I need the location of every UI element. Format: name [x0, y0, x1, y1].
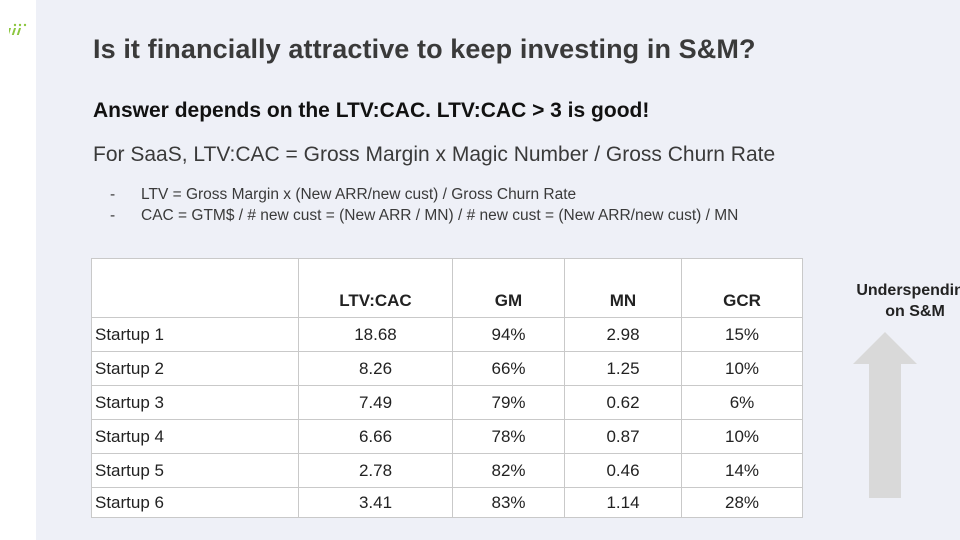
cell-gm: 94%: [452, 317, 565, 352]
cell-ltv-cac: 6.66: [298, 419, 453, 454]
table-row: Startup 6 3.41 83% 1.14 28%: [91, 487, 803, 518]
logo-mark-icon: [9, 23, 27, 35]
row-label: Startup 1: [91, 317, 299, 352]
cell-gcr: 10%: [681, 419, 803, 454]
bullet-item-ltv: - LTV = Gross Margin x (New ARR/new cust…: [110, 184, 738, 205]
header-cell-ltv-cac: LTV:CAC: [298, 258, 453, 318]
cell-gcr: 28%: [681, 487, 803, 518]
slide: Is it financially attractive to keep inv…: [36, 0, 960, 540]
startup-metrics-table: LTV:CAC GM MN GCR Startup 1 18.68 94% 2.…: [91, 258, 803, 518]
cell-ltv-cac: 7.49: [298, 385, 453, 420]
formula-line: For SaaS, LTV:CAC = Gross Margin x Magic…: [93, 143, 776, 166]
up-arrow-icon: [853, 332, 917, 498]
table-row: Startup 4 6.66 78% 0.87 10%: [91, 419, 803, 454]
cell-gcr: 14%: [681, 453, 803, 488]
cell-gm: 82%: [452, 453, 565, 488]
cell-gm: 66%: [452, 351, 565, 386]
left-margin-strip: [0, 0, 36, 540]
cell-ltv-cac: 3.41: [298, 487, 453, 518]
cell-mn: 1.14: [564, 487, 682, 518]
header-cell-gm: GM: [452, 258, 565, 318]
bullet-item-cac: - CAC = GTM$ / # new cust = (New ARR / M…: [110, 205, 738, 226]
table-row: Startup 2 8.26 66% 1.25 10%: [91, 351, 803, 386]
table-row: Startup 3 7.49 79% 0.62 6%: [91, 385, 803, 420]
cell-mn: 0.46: [564, 453, 682, 488]
cell-gcr: 15%: [681, 317, 803, 352]
row-label: Startup 5: [91, 453, 299, 488]
bullet-list: - LTV = Gross Margin x (New ARR/new cust…: [110, 184, 738, 226]
slide-subtitle: Answer depends on the LTV:CAC. LTV:CAC >…: [93, 99, 650, 122]
row-label: Startup 6: [91, 487, 299, 518]
cell-gcr: 10%: [681, 351, 803, 386]
table-row: Startup 1 18.68 94% 2.98 15%: [91, 317, 803, 352]
cell-gm: 78%: [452, 419, 565, 454]
header-cell-mn: MN: [564, 258, 682, 318]
row-label: Startup 3: [91, 385, 299, 420]
bullet-text: LTV = Gross Margin x (New ARR/new cust) …: [141, 186, 577, 203]
slide-title: Is it financially attractive to keep inv…: [93, 34, 756, 64]
bullet-text: CAC = GTM$ / # new cust = (New ARR / MN)…: [141, 207, 739, 224]
cell-ltv-cac: 18.68: [298, 317, 453, 352]
header-cell-empty: [91, 258, 299, 318]
cell-mn: 0.62: [564, 385, 682, 420]
bullet-marker: -: [110, 207, 116, 224]
table-header-row: LTV:CAC GM MN GCR: [91, 258, 803, 318]
table-row: Startup 5 2.78 82% 0.46 14%: [91, 453, 803, 488]
row-label: Startup 2: [91, 351, 299, 386]
cell-gm: 83%: [452, 487, 565, 518]
cell-mn: 2.98: [564, 317, 682, 352]
header-cell-gcr: GCR: [681, 258, 803, 318]
bullet-marker: -: [110, 186, 116, 203]
cell-mn: 0.87: [564, 419, 682, 454]
underspending-note: Underspending on S&M: [842, 280, 960, 322]
cell-ltv-cac: 2.78: [298, 453, 453, 488]
note-line-2: on S&M: [885, 303, 945, 320]
note-line-1: Underspending: [856, 282, 960, 299]
cell-mn: 1.25: [564, 351, 682, 386]
cell-gcr: 6%: [681, 385, 803, 420]
row-label: Startup 4: [91, 419, 299, 454]
cell-ltv-cac: 8.26: [298, 351, 453, 386]
cell-gm: 79%: [452, 385, 565, 420]
